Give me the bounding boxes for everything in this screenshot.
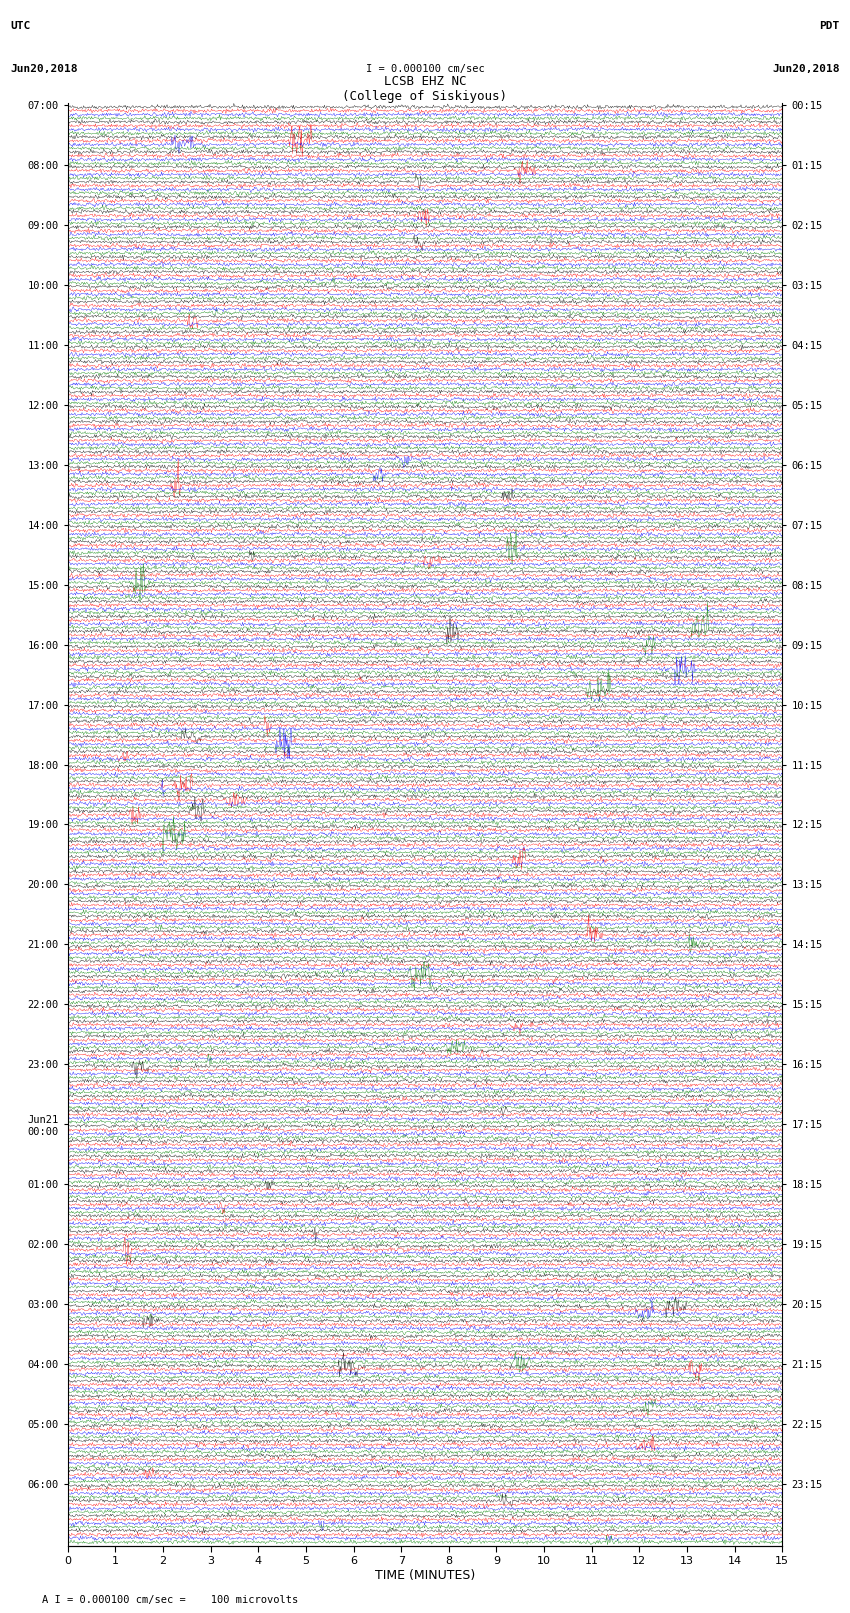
Title: LCSB EHZ NC
(College of Siskiyous): LCSB EHZ NC (College of Siskiyous)	[343, 76, 507, 103]
Text: Jun20,2018: Jun20,2018	[10, 65, 78, 74]
Text: PDT: PDT	[819, 21, 840, 31]
X-axis label: TIME (MINUTES): TIME (MINUTES)	[375, 1569, 475, 1582]
Text: Jun20,2018: Jun20,2018	[772, 65, 840, 74]
Text: A I = 0.000100 cm/sec =    100 microvolts: A I = 0.000100 cm/sec = 100 microvolts	[42, 1595, 298, 1605]
Text: I = 0.000100 cm/sec: I = 0.000100 cm/sec	[366, 65, 484, 74]
Text: UTC: UTC	[10, 21, 31, 31]
